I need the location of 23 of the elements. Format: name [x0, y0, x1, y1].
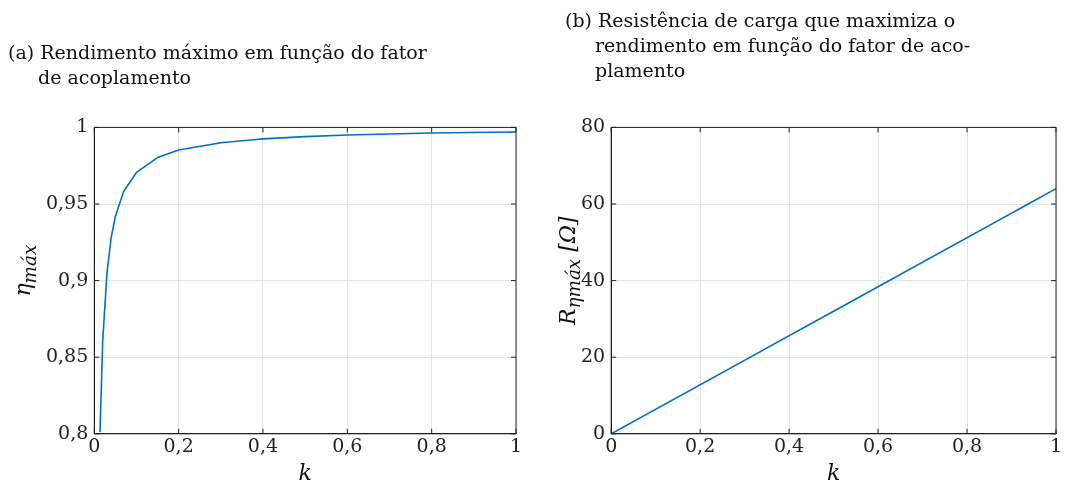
y-tick-label: 60	[580, 190, 606, 213]
x-tick-label: 1	[509, 434, 523, 457]
chart-title: (a) Rendimento máximo em função do fator de acoplamento	[8, 40, 427, 90]
x-tick-label: 0,2	[163, 434, 194, 457]
x-tick-label: 0,4	[247, 434, 279, 457]
y-tick-label: 0,9	[58, 267, 89, 290]
x-tick-label: 0,8	[416, 434, 447, 457]
x-tick-label: 0,6	[862, 434, 894, 457]
x-tick-label: 0,2	[685, 434, 716, 457]
x-tick-label: 0,6	[332, 434, 363, 457]
y-tick-label: 80	[580, 114, 606, 137]
y-tick-label: 0,95	[45, 190, 89, 213]
y-tick-label: 0	[593, 420, 606, 443]
y-tick-label: 0,85	[45, 344, 89, 367]
x-tick-label: 0,4	[774, 434, 805, 457]
x-tick-label: 0,8	[951, 434, 983, 457]
chart-title: (b) Resistência de carga que maximiza o rendimento em função do fator de aco- plamento	[565, 8, 971, 83]
y-tick-label: 20	[580, 344, 606, 367]
x-tick-label: 1	[1049, 434, 1063, 457]
y-tick-label: 0,8	[58, 420, 89, 443]
y-tick-label: 1	[76, 114, 89, 137]
x-axis-title: k	[298, 459, 312, 485]
x-axis-title: k	[826, 459, 841, 485]
